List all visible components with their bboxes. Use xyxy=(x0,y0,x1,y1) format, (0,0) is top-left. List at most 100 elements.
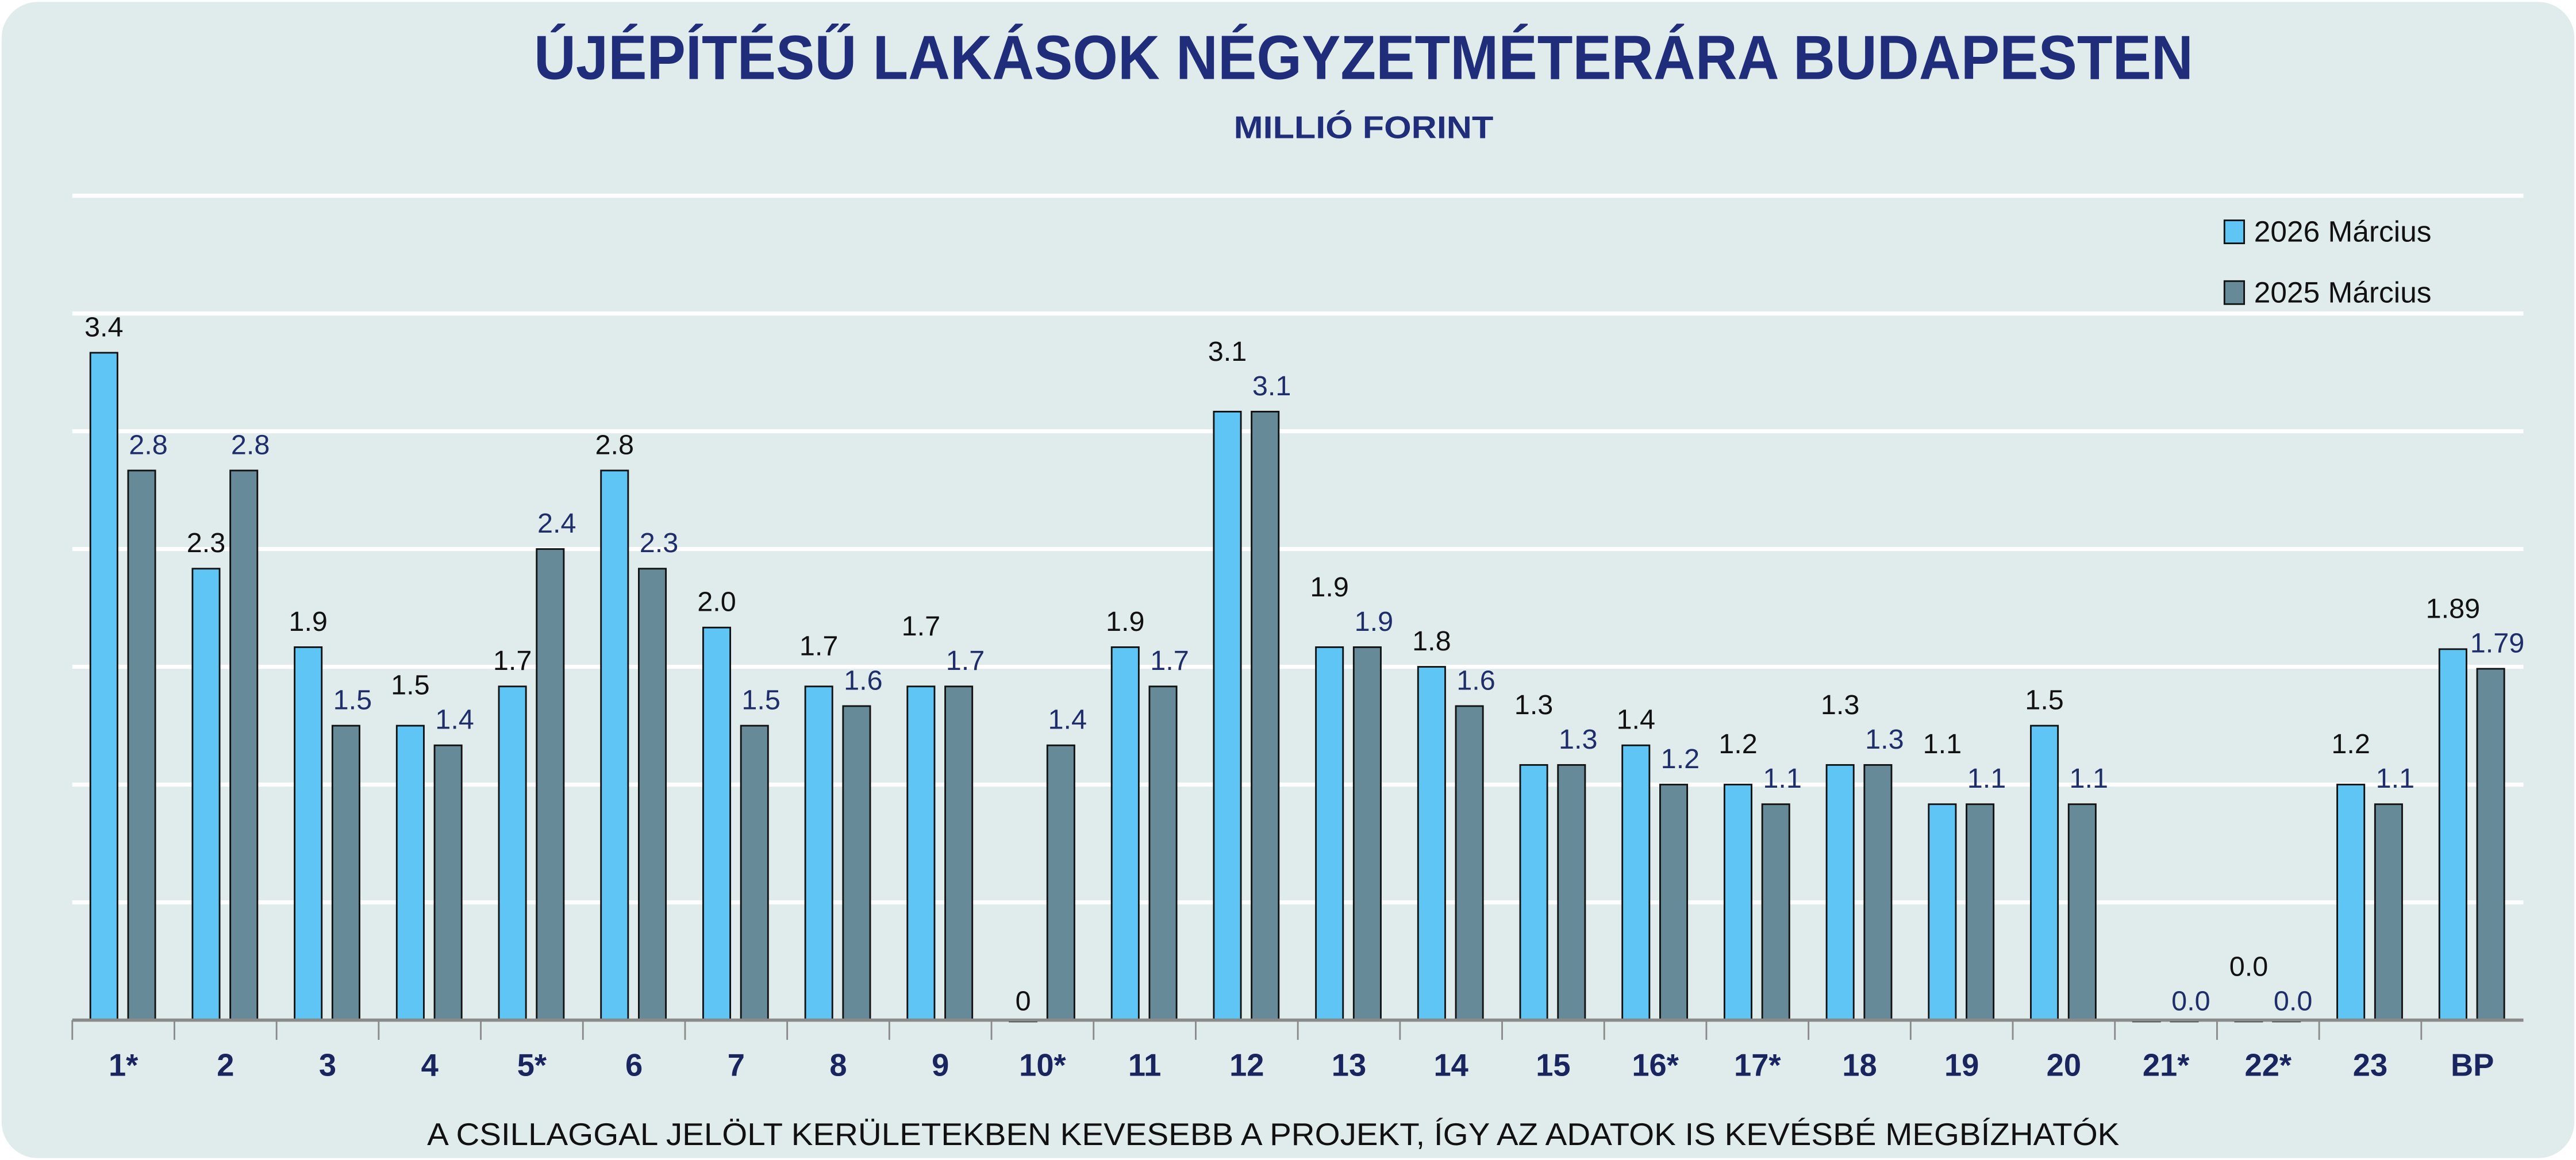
data-label: 1.7 xyxy=(946,645,985,676)
legend-label: 2025 Március xyxy=(2254,275,2432,309)
legend-swatch xyxy=(2223,280,2246,305)
data-label: 1.1 xyxy=(1763,763,1802,794)
data-label: 0.0 xyxy=(2229,951,2269,982)
bar-2026 xyxy=(1213,411,1242,1021)
bar-2025 xyxy=(1557,764,1586,1021)
data-label: 3.4 xyxy=(84,311,124,342)
x-tick-label: 8 xyxy=(829,1048,847,1083)
data-label: 1.9 xyxy=(289,606,328,637)
data-label: 1.1 xyxy=(1967,763,2006,794)
bar-2026 xyxy=(294,646,323,1021)
data-label: 2.8 xyxy=(231,429,270,460)
data-label: 2.3 xyxy=(640,527,679,558)
x-tick-label: BP xyxy=(2451,1048,2494,1083)
bar-2025 xyxy=(740,724,769,1021)
bar-2025 xyxy=(1761,803,1790,1021)
x-tick-label: 20 xyxy=(2047,1048,2081,1083)
bar-2026 xyxy=(2030,724,2059,1021)
bar-2025 xyxy=(127,469,156,1021)
bar-2025 xyxy=(1863,764,1893,1021)
bar-2026 xyxy=(1723,784,1752,1021)
bar-2025 xyxy=(1966,803,1995,1021)
bar-2026 xyxy=(89,352,118,1021)
data-label: 1.1 xyxy=(2069,763,2108,794)
bar-2025 xyxy=(2476,668,2505,1021)
bar-2026 xyxy=(906,685,936,1021)
x-tick-label: 11 xyxy=(1128,1048,1161,1083)
x-tick-label: 6 xyxy=(625,1048,643,1083)
x-tick-label: 21* xyxy=(2143,1048,2190,1083)
x-tick-label: 12 xyxy=(1229,1048,1264,1083)
bar-2025 xyxy=(2067,803,2097,1021)
data-label: 0.0 xyxy=(2274,985,2313,1016)
bar-2025 xyxy=(1046,744,1075,1021)
data-label: 1.6 xyxy=(844,665,883,696)
bar-2025 xyxy=(536,548,565,1021)
data-label: 1.2 xyxy=(1661,743,1700,774)
data-label: 1.4 xyxy=(435,704,474,735)
bars xyxy=(89,352,2505,1023)
x-tick-label: 2 xyxy=(217,1048,234,1083)
bar-2026 xyxy=(1315,646,1344,1021)
data-label: 1.9 xyxy=(1355,606,1394,637)
bar-2026 xyxy=(1825,764,1855,1021)
bar-2025 xyxy=(331,724,360,1021)
data-label: 1.3 xyxy=(1821,689,1860,720)
bar-2025 xyxy=(229,469,259,1021)
bar-2025 xyxy=(638,568,667,1021)
x-tick-label: 13 xyxy=(1332,1048,1366,1083)
gridlines xyxy=(72,194,2524,905)
x-tick-label: 1* xyxy=(109,1048,139,1083)
data-label: 3.1 xyxy=(1252,371,1291,402)
x-tick-label: 23 xyxy=(2353,1048,2387,1083)
data-labels: 3.42.82.32.81.91.5 1.51.41.72.42.82.32.01… xyxy=(84,311,2524,1016)
data-label: 1.1 xyxy=(1923,729,1962,760)
bar-2026 xyxy=(2336,784,2366,1021)
bar-2026 xyxy=(191,568,221,1021)
bar-2026 xyxy=(498,685,527,1021)
legend: 2026 Március 2025 Március xyxy=(2223,215,2432,309)
data-label: 0.0 xyxy=(2171,985,2210,1016)
bar-2025 xyxy=(1148,685,1178,1021)
x-tick-label: 16* xyxy=(1632,1048,1679,1083)
data-label: 1.3 xyxy=(1559,724,1598,755)
data-label: 1.5 xyxy=(391,670,430,701)
data-label: 2.0 xyxy=(697,587,736,618)
bar-2025 xyxy=(1455,705,1484,1021)
data-label: 1.5 xyxy=(2025,684,2064,715)
x-axis: 1* 2 3 4 5* 6 7 8 9 10* 11 12 13 14 15 16* 17* 18 19 20 21* 2… xyxy=(71,1018,2524,1083)
x-tick-label: 15 xyxy=(1536,1048,1570,1083)
data-label: 1.3 xyxy=(1865,724,1904,755)
data-label: 1.7 xyxy=(799,630,839,661)
bar-2026 xyxy=(1519,764,1548,1021)
bar-2026 xyxy=(395,724,425,1021)
data-label: 0 xyxy=(1016,985,1031,1016)
data-label: 1.79 xyxy=(2470,627,2525,658)
x-tick-label: 17* xyxy=(1734,1048,1781,1083)
data-label: 1.6 xyxy=(1456,665,1495,696)
bar-2025 xyxy=(1659,784,1689,1021)
bar-2025 xyxy=(2374,803,2403,1021)
x-tick-label: 10* xyxy=(1019,1048,1066,1083)
data-label: 3.1 xyxy=(1208,336,1247,367)
data-label: 1.3 xyxy=(1514,689,1554,720)
bar-2026 xyxy=(2438,648,2467,1021)
data-label: 1.4 xyxy=(1617,704,1656,735)
data-label: 1.1 xyxy=(2376,763,2415,794)
x-tick-label: 22* xyxy=(2245,1048,2292,1083)
bar-2026 xyxy=(1417,666,1446,1021)
x-tick-label: 3 xyxy=(319,1048,336,1083)
legend-label: 2026 Március xyxy=(2254,215,2432,248)
data-label: 1.8 xyxy=(1412,626,1451,657)
legend-swatch xyxy=(2223,219,2246,244)
data-label: 1.7 xyxy=(1150,645,1189,676)
bar-2025 xyxy=(1352,646,1382,1021)
x-tick-label: 5* xyxy=(517,1048,547,1083)
bar-2026 xyxy=(600,469,629,1021)
data-label: 1.9 xyxy=(1310,572,1349,603)
chart-title: ÚJÉPÍTÉSŰ LAKÁSOK NÉGYZETMÉTERÁRA BUDAPE… xyxy=(534,23,2193,93)
x-tick-label: 18 xyxy=(1842,1048,1877,1083)
data-label: 2.8 xyxy=(129,429,168,460)
